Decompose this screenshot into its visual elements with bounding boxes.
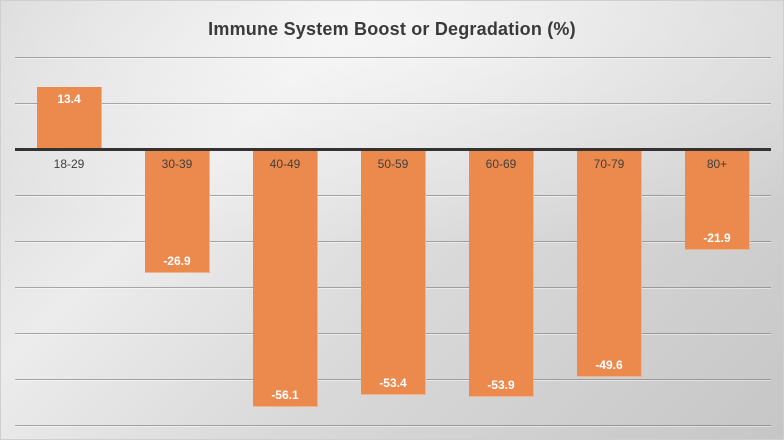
category-label: 40-49: [269, 157, 301, 171]
gridline: [15, 57, 771, 58]
bar-value-label: -53.4: [379, 375, 407, 390]
category-label: 50-59: [377, 157, 409, 171]
x-axis-line: [15, 148, 771, 151]
bar-value-label: -53.9: [487, 377, 515, 392]
chart-title: Immune System Boost or Degradation (%): [208, 19, 576, 39]
bar-value-label: 13.4: [57, 92, 81, 107]
gridline: [15, 103, 771, 104]
category-label: 18-29: [53, 157, 85, 171]
bar: -26.9: [144, 149, 210, 273]
bar-value-label: -49.6: [595, 358, 623, 373]
bar: -21.9: [684, 149, 750, 250]
bar: -56.1: [252, 149, 318, 408]
bar-value-label: -26.9: [163, 253, 191, 268]
category-label: 80+: [706, 157, 728, 171]
bar: -53.4: [360, 149, 426, 395]
bar-value-label: -56.1: [271, 388, 299, 403]
category-label: 70-79: [593, 157, 625, 171]
bar: -49.6: [576, 149, 642, 378]
bar: -53.9: [468, 149, 534, 397]
category-label: 60-69: [485, 157, 517, 171]
bar: 13.4: [36, 87, 102, 149]
gridline: [15, 425, 771, 426]
category-label: 30-39: [161, 157, 193, 171]
plot-area: 13.4 18-29 -26.9 30-39 -56.1 40-49 -53.4 50-59 -…: [15, 1, 771, 439]
bar-value-label: -21.9: [703, 230, 731, 245]
